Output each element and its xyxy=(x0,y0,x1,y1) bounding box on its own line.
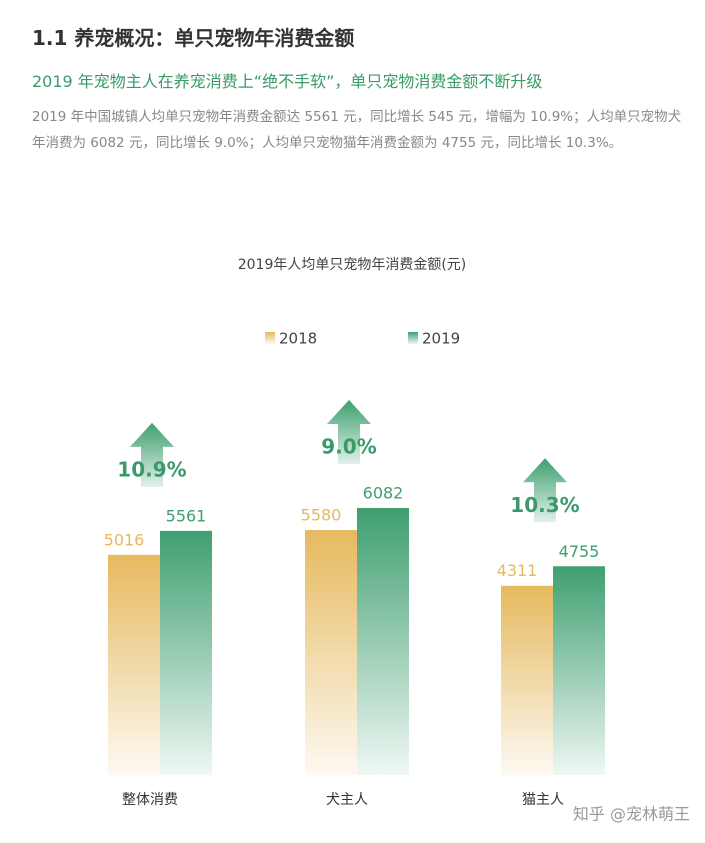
legend-label: 2019 xyxy=(422,330,460,348)
growth-arrow xyxy=(523,458,567,523)
subheading: 2019 年宠物主人在养宠消费上“绝不手软”，单只宠物消费金额不断升级 xyxy=(32,72,543,91)
bar xyxy=(501,585,553,775)
legend-swatch xyxy=(408,332,418,344)
growth-label: 9.0% xyxy=(321,435,376,459)
category-label: 犬主人 xyxy=(326,792,368,808)
bar xyxy=(160,530,212,775)
heading: 1.1 养宠概况：单只宠物年消费金额 xyxy=(32,26,355,50)
growth-arrow xyxy=(130,422,174,487)
watermark: 知乎 @宠林萌王 xyxy=(573,805,690,824)
growth-label: 10.9% xyxy=(117,457,186,481)
value-label: 4311 xyxy=(497,561,538,580)
bar xyxy=(553,566,605,775)
chart-title: 2019年人均单只宠物年消费金额(元) xyxy=(238,257,467,273)
bar xyxy=(305,530,357,775)
value-label: 5016 xyxy=(104,530,145,549)
growth-label: 10.3% xyxy=(510,493,579,517)
paragraph: 2019 年中国城镇人均单只宠物年消费金额达 5561 元，同比增长 545 元… xyxy=(32,109,682,151)
value-label: 5580 xyxy=(301,506,342,525)
bar xyxy=(357,508,409,775)
growth-arrow xyxy=(327,400,371,464)
legend-swatch xyxy=(265,332,275,344)
bar xyxy=(108,554,160,775)
category-label: 整体消费 xyxy=(122,792,178,808)
value-label: 5561 xyxy=(166,506,207,525)
value-label: 6082 xyxy=(363,484,404,503)
category-label: 猫主人 xyxy=(522,792,564,808)
value-label: 4755 xyxy=(559,542,600,561)
legend-label: 2018 xyxy=(279,330,317,348)
